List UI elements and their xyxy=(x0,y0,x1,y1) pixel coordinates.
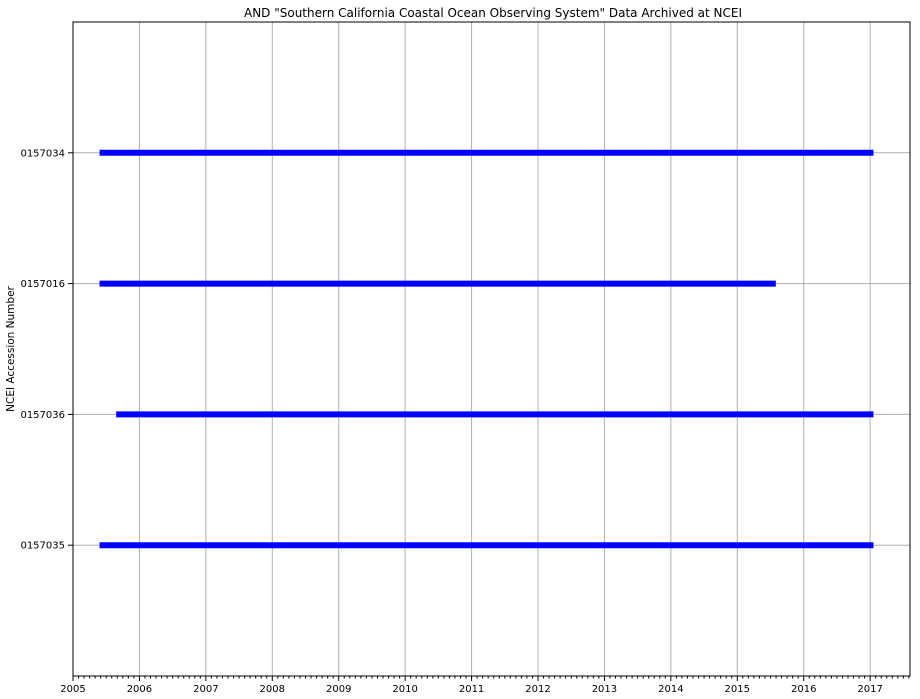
y-tick-label: 0157035 xyxy=(20,541,65,552)
y-axis: 0157035 0157036 0157016 0157034 xyxy=(20,148,73,552)
x-tick-label: 2012 xyxy=(525,684,550,695)
x-tick-label: 2010 xyxy=(392,684,417,695)
plot-frame xyxy=(72,21,911,677)
x-tick-label: 2008 xyxy=(260,684,285,695)
x-tick-label: 2011 xyxy=(459,684,484,695)
y-tick-label: 0157036 xyxy=(20,410,65,421)
y-axis-label: NCEI Accession Number xyxy=(5,285,17,411)
x-tick-label: 2013 xyxy=(592,684,617,695)
x-tick-label: 2017 xyxy=(857,684,882,695)
x-tick-label: 2009 xyxy=(326,684,351,695)
x-tick-label: 2015 xyxy=(725,684,750,695)
y-tick-label: 0157016 xyxy=(20,279,65,290)
x-axis: 2005 2006 2007 2008 2009 2010 2011 2012 2013 2014… xyxy=(60,676,910,695)
x-tick-label: 2007 xyxy=(193,684,218,695)
x-tick-label: 2014 xyxy=(658,684,683,695)
chart-title: AND "Southern California Coastal Ocean O… xyxy=(244,6,742,20)
x-tick-label: 2006 xyxy=(127,684,152,695)
x-tick-label: 2005 xyxy=(60,684,85,695)
x-tick-label: 2016 xyxy=(791,684,816,695)
y-tick-label: 0157034 xyxy=(20,148,65,159)
bars xyxy=(99,149,874,549)
grid xyxy=(73,22,910,676)
